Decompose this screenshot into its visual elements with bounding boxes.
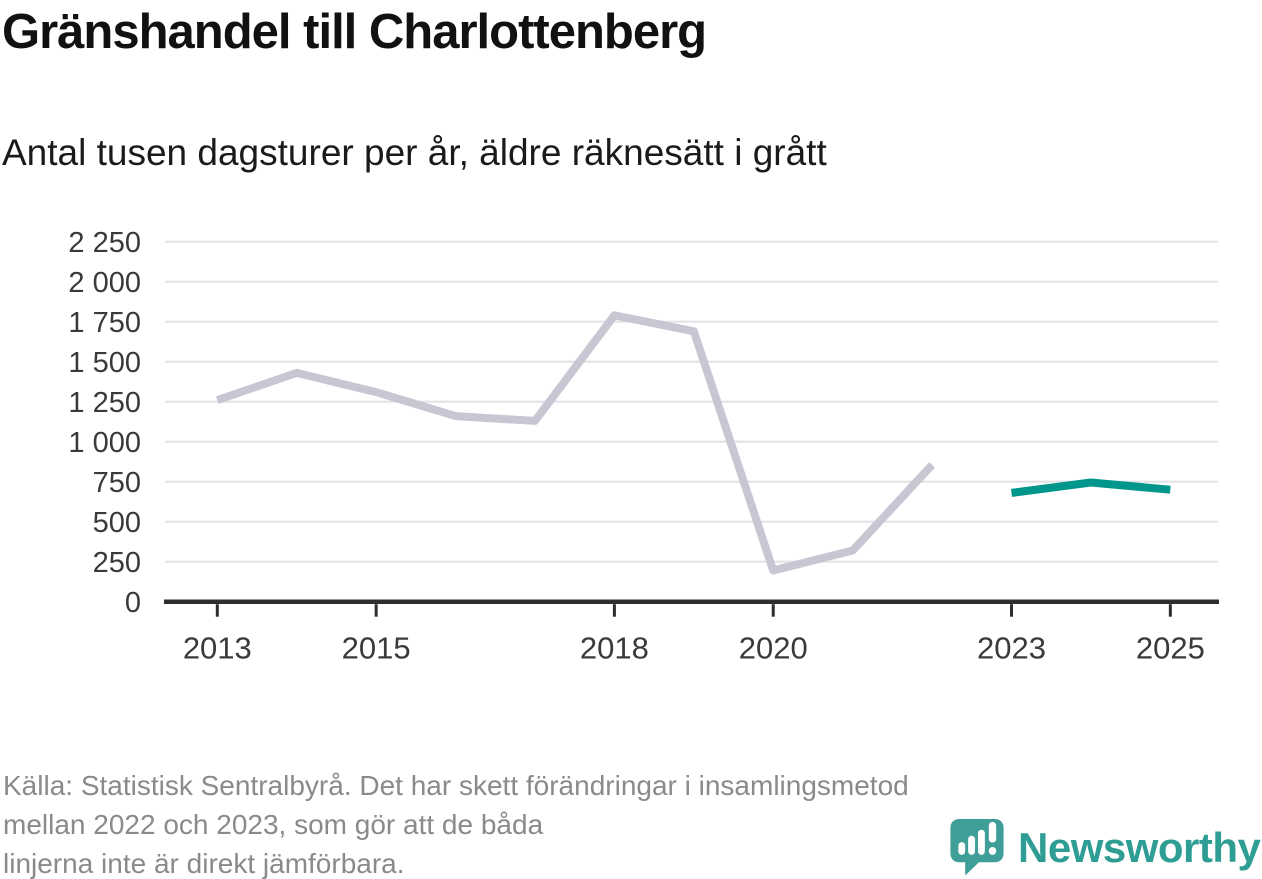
y-axis-tick-label: 2 000 <box>68 267 141 299</box>
y-axis-tick-label: 1 000 <box>68 427 141 459</box>
y-axis-tick-label: 2 250 <box>68 227 141 259</box>
source-note: Källa: Statistisk Sentralbyrå. Det har s… <box>3 766 1183 879</box>
source-line-1: Källa: Statistisk Sentralbyrå. Det har s… <box>3 770 909 801</box>
x-axis-tick-label: 2015 <box>342 631 411 666</box>
y-axis-tick-label: 1 750 <box>68 307 141 339</box>
x-axis-tick-label: 2025 <box>1136 631 1205 666</box>
y-axis-tick-label: 1 500 <box>68 347 141 379</box>
y-axis-tick-label: 250 <box>93 547 141 579</box>
newsworthy-logo: Newsworthy <box>948 817 1261 878</box>
page-subtitle: Antal tusen dagsturer per år, äldre räkn… <box>2 132 827 173</box>
series-line-new-method <box>1010 478 1171 497</box>
source-line-3: linjerna inte är direkt jämförbara. <box>3 848 405 879</box>
y-axis-tick-label: 500 <box>93 507 141 539</box>
line-chart: 0 250 500 750 1 000 1 250 1 500 1 750 2 000 2 250… <box>68 227 1219 666</box>
exclamation-glyph <box>988 821 997 843</box>
x-axis-tick-label: 2023 <box>977 631 1046 666</box>
source-line-2: mellan 2022 och 2023, som gör att de båd… <box>3 809 544 840</box>
x-axis-tick-label: 2018 <box>580 631 649 666</box>
y-axis-tick-label: 750 <box>93 467 141 499</box>
series-line-old-method <box>216 311 936 575</box>
page-title: Gränshandel till Charlottenberg <box>2 5 707 59</box>
y-axis-tick-label: 1 250 <box>68 387 141 419</box>
newsworthy-logo-icon <box>950 818 1004 876</box>
bar-chart-glyph <box>958 842 966 855</box>
y-axis-tick-label: 0 <box>125 587 141 619</box>
x-axis-tick-label: 2020 <box>739 631 808 666</box>
x-axis-tick-label: 2013 <box>183 631 252 666</box>
newsworthy-wordmark: Newsworthy <box>1018 823 1261 871</box>
